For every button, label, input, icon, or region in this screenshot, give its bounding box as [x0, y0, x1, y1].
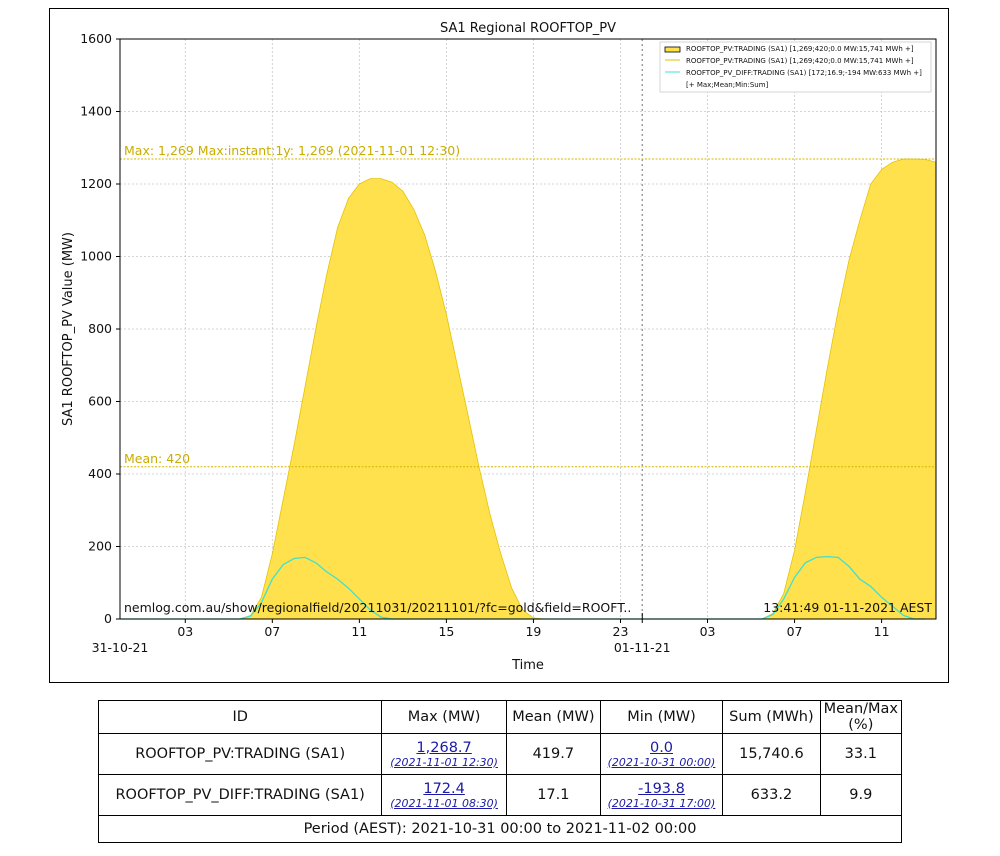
ref-label-max: Max: 1,269 Max:instant:1y: 1,269 (2021-1…: [124, 143, 460, 158]
x-tick-label: 07: [787, 624, 803, 639]
x-tick-label: 11: [874, 624, 890, 639]
legend-entry: ROOFTOP_PV:TRADING (SA1) [1,269;420;0.0 …: [686, 45, 914, 53]
plot-frame: [119, 38, 937, 620]
max-time-link[interactable]: (2021-11-01 12:30): [390, 755, 498, 769]
legend-entry: ROOFTOP_PV_DIFF:TRADING (SA1) [172;16.9;…: [686, 69, 922, 77]
x-tick-label: 23: [613, 624, 629, 639]
x-axis-label: Time: [511, 658, 544, 673]
table-row: ROOFTOP_PV_DIFF:TRADING (SA1) 172.4 (202…: [97, 774, 903, 816]
chart-frame: 0 200 400 600 800 1000 1200 1400 1600 03 07 11 15 19 2…: [49, 8, 949, 683]
min-value-link[interactable]: 0.0: [649, 739, 674, 756]
y-tick-label: 1600: [80, 31, 112, 46]
col-header: Max (MW): [381, 700, 507, 734]
legend-entry: ROOFTOP_PV:TRADING (SA1) [1,269;420;0.0 …: [686, 57, 914, 65]
mean-cell: 419.7: [505, 733, 601, 775]
sum-cell: 633.2: [722, 774, 821, 816]
max-value-link[interactable]: 172.4: [423, 780, 465, 797]
x-tick-label: 03: [700, 624, 716, 639]
legend: ROOFTOP_PV:TRADING (SA1) [1,269;420;0.0 …: [659, 41, 932, 93]
mean-max-cell: 33.1: [819, 733, 903, 775]
y-tick-label: 200: [88, 539, 112, 554]
x-tick-label: 03: [177, 624, 193, 639]
table-row: ROOFTOP_PV:TRADING (SA1) 1,268.7 (2021-1…: [97, 733, 903, 775]
x-tick-label: 11: [351, 624, 367, 639]
max-time-link[interactable]: (2021-11-01 08:30): [390, 796, 498, 810]
min-value-link[interactable]: -193.8: [638, 780, 685, 797]
max-cell: 1,268.7 (2021-11-01 12:30): [381, 733, 507, 775]
x-tick-label: 15: [438, 624, 454, 639]
col-header: ID: [97, 700, 383, 734]
sum-cell: 15,740.6: [722, 733, 821, 775]
pv-area: [120, 159, 936, 619]
max-value-link[interactable]: 1,268.7: [416, 739, 472, 756]
min-time-link[interactable]: (2021-10-31 17:00): [607, 796, 716, 810]
min-time-link[interactable]: (2021-10-31 00:00): [607, 755, 716, 769]
y-tick-label: 1200: [80, 176, 112, 191]
period-text: Period (AEST): 2021-10-31 00:00 to 2021-…: [98, 815, 902, 843]
footer-timestamp: 13:41:49 01-11-2021 AEST: [763, 600, 932, 615]
footer-url: nemlog.com.au/show/regionalfield/2021103…: [124, 600, 631, 615]
y-tick-label: 800: [88, 321, 112, 336]
y-tick-label: 0: [104, 611, 112, 626]
col-header: Mean/Max (%): [819, 700, 903, 734]
x-date-label: 31-10-21: [92, 640, 149, 655]
x-tick-label: 07: [264, 624, 280, 639]
legend-swatch-fill: [664, 46, 681, 53]
mean-cell: 17.1: [505, 774, 601, 816]
row-id: ROOFTOP_PV:TRADING (SA1): [97, 733, 383, 775]
min-cell: -193.8 (2021-10-31 17:00): [599, 774, 724, 816]
period-row: Period (AEST): 2021-10-31 00:00 to 2021-…: [98, 815, 902, 843]
min-cell: 0.0 (2021-10-31 00:00): [599, 733, 724, 775]
x-date-label: 01-11-21: [614, 640, 671, 655]
ref-label-mean: Mean: 420: [124, 451, 190, 466]
y-tick-label: 600: [88, 394, 112, 409]
col-header: Mean (MW): [505, 700, 601, 734]
table-header-row: ID Max (MW) Mean (MW) Min (MW) Sum (MWh)…: [97, 700, 903, 734]
rooftop-pv-chart: 0 200 400 600 800 1000 1200 1400 1600 03 07 11 15 19 2…: [61, 21, 937, 673]
y-tick-label: 400: [88, 466, 112, 481]
col-header: Sum (MWh): [722, 700, 821, 734]
mean-max-cell: 9.9: [819, 774, 903, 816]
row-id: ROOFTOP_PV_DIFF:TRADING (SA1): [97, 774, 383, 816]
stats-table: ID Max (MW) Mean (MW) Min (MW) Sum (MWh)…: [97, 700, 903, 843]
legend-entry: [+ Max;Mean;Min:Sum]: [686, 81, 769, 89]
x-tick-label: 19: [525, 624, 541, 639]
reference-lines: [120, 158, 936, 468]
legend-box: [659, 41, 932, 93]
chart-title: SA1 Regional ROOFTOP_PV: [440, 21, 616, 36]
y-tick-label: 1000: [80, 249, 112, 264]
max-cell: 172.4 (2021-11-01 08:30): [381, 774, 507, 816]
y-tick-label: 1400: [80, 104, 112, 119]
y-axis-label: SA1 ROOFTOP_PV Value (MW): [61, 232, 76, 426]
col-header: Min (MW): [599, 700, 724, 734]
axes: 0 200 400 600 800 1000 1200 1400 1600 03 07 11 15 19 2…: [80, 31, 937, 655]
